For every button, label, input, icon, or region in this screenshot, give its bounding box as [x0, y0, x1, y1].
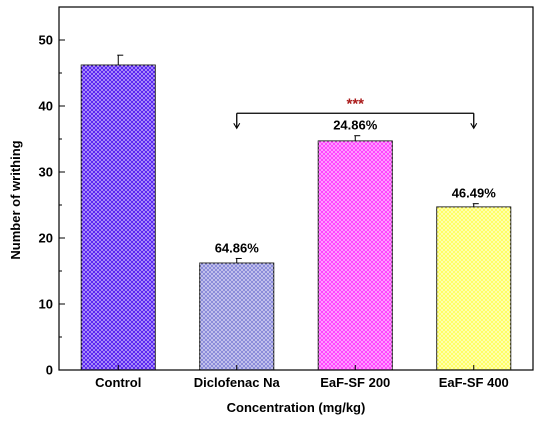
data-label-1: 64.86% [215, 240, 260, 255]
x-tick-label-2: EaF-SF 200 [320, 375, 390, 390]
x-tick-label-0: Control [95, 375, 141, 390]
y-tick-label-30: 30 [39, 165, 53, 180]
x-tick-label-1: Diclofenac Na [194, 375, 281, 390]
y-tick-label-0: 0 [46, 363, 53, 378]
y-tick-label-20: 20 [39, 231, 53, 246]
x-tick-label-3: EaF-SF 400 [439, 375, 509, 390]
data-label-3: 46.49% [452, 186, 497, 201]
y-axis-label: Number of writhing [8, 140, 23, 259]
bar-hatch-2 [318, 140, 393, 370]
bar-hatch-1 [199, 263, 274, 370]
y-tick-label-50: 50 [39, 33, 53, 48]
significance-arrow-0 [233, 122, 241, 130]
data-label-2: 24.86% [333, 118, 378, 133]
significance-arrow-1 [470, 122, 478, 130]
y-tick-label-40: 40 [39, 99, 53, 114]
x-axis-label: Concentration (mg/kg) [227, 400, 366, 415]
plot-frame [58, 6, 534, 371]
bar-hatch-0 [81, 65, 156, 370]
significance-label: *** [346, 95, 364, 112]
bar-hatch-3 [436, 206, 511, 370]
y-tick-label-10: 10 [39, 297, 53, 312]
